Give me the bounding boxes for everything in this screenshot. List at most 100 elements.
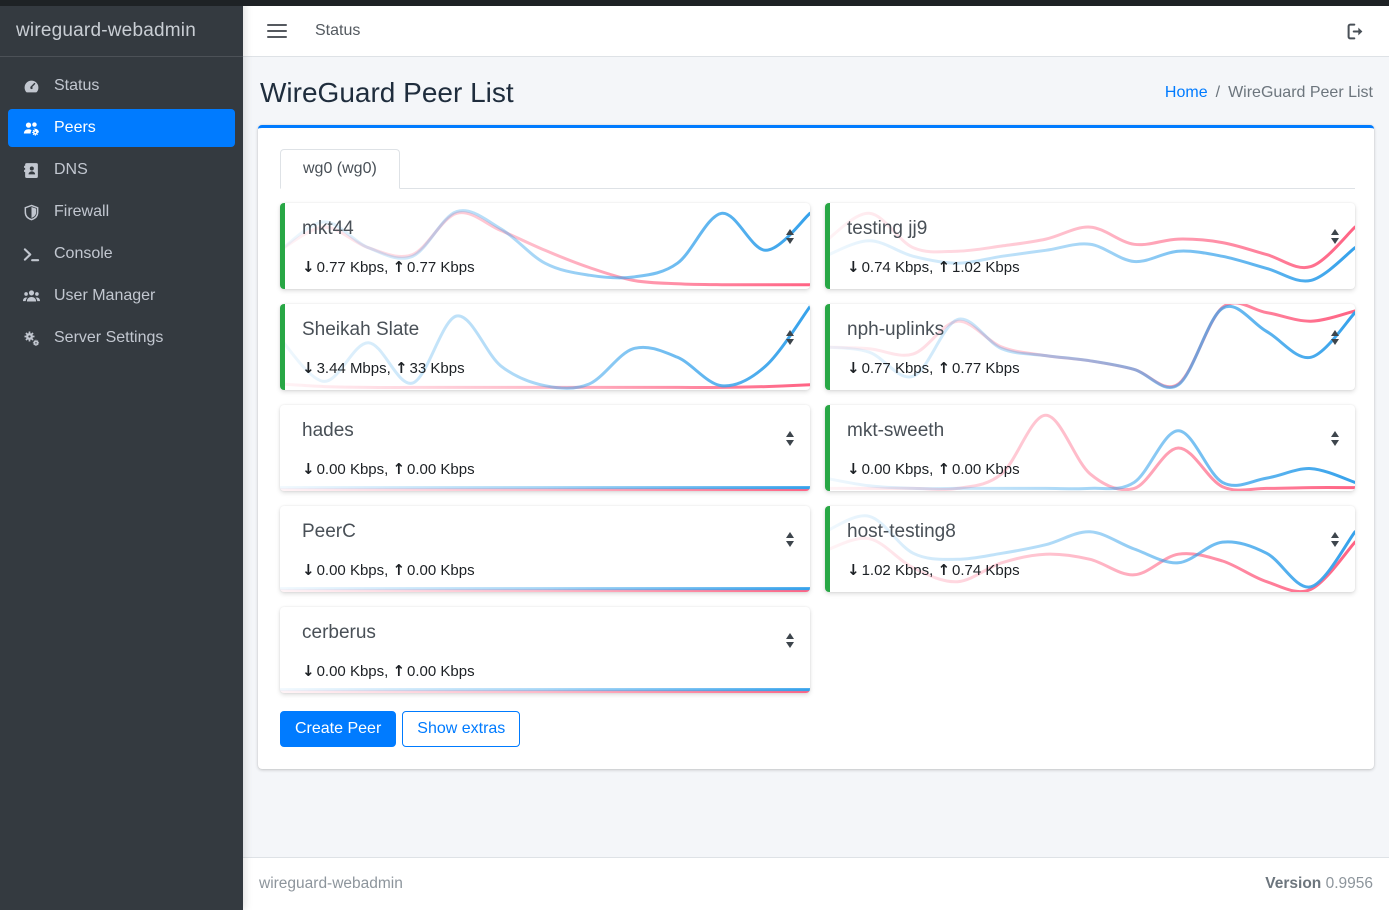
upload-value: 0.77 Kbps <box>952 360 1020 377</box>
sidebar-item-console[interactable]: Console <box>8 235 235 273</box>
peer-card[interactable]: PeerC ↓ 0.00 Kbps, ↑ 0.00 Kbps <box>280 506 810 592</box>
sort-icon[interactable] <box>786 330 794 345</box>
download-value: 0.00 Kbps, <box>861 461 938 478</box>
users-icon <box>18 288 44 305</box>
tab-wg0[interactable]: wg0 (wg0) <box>280 149 400 189</box>
download-value: 3.44 Mbps, <box>316 360 395 377</box>
footer: wireguard-webadmin Version 0.9956 <box>243 857 1389 910</box>
peer-traffic: ↓ 3.44 Mbps, ↑ 33 Kbps <box>302 359 465 377</box>
download-value: 0.74 Kbps, <box>861 259 938 276</box>
peer-card[interactable]: host-testing8 ↓ 1.02 Kbps, ↑ 0.74 Kbps <box>825 506 1355 592</box>
sort-icon[interactable] <box>786 532 794 547</box>
version-value: 0.9956 <box>1325 875 1373 892</box>
sort-icon[interactable] <box>786 431 794 446</box>
peer-name: cerberus <box>302 622 376 643</box>
footer-brand: wireguard-webadmin <box>259 875 403 892</box>
download-arrow-icon: ↓ <box>302 662 315 680</box>
peer-name: mkt44 <box>302 218 354 239</box>
upload-value: 0.00 Kbps <box>407 663 475 680</box>
download-arrow-icon: ↓ <box>302 561 315 579</box>
upload-arrow-icon: ↑ <box>937 460 951 478</box>
sidebar-nav: Status Peers DNS Firewall <box>0 57 243 371</box>
sidebar-item-label: User Manager <box>54 287 156 304</box>
peer-grid: mkt44 ↓ 0.77 Kbps, ↑ 0.77 Kbps Sheikah Slate… <box>280 203 1355 693</box>
peer-traffic-sparkline <box>280 305 810 390</box>
peer-card[interactable]: hades ↓ 0.00 Kbps, ↑ 0.00 Kbps <box>280 405 810 491</box>
peer-traffic: ↓ 0.00 Kbps, ↑ 0.00 Kbps <box>302 460 475 478</box>
upload-value: 1.02 Kbps <box>952 259 1020 276</box>
peer-traffic-sparkline <box>280 209 810 287</box>
peer-name: Sheikah Slate <box>302 319 420 340</box>
peer-traffic-sparkline <box>280 486 810 491</box>
sidebar: wireguard-webadmin Status Peers DNS <box>0 0 243 910</box>
peer-traffic: ↓ 0.00 Kbps, ↑ 0.00 Kbps <box>847 460 1020 478</box>
upload-value: 0.77 Kbps <box>407 259 475 276</box>
show-extras-button[interactable]: Show extras <box>402 711 521 747</box>
version-label: Version <box>1265 875 1322 892</box>
breadcrumb-home-link[interactable]: Home <box>1164 84 1208 101</box>
logout-icon[interactable] <box>1346 22 1365 41</box>
address-book-icon <box>18 162 44 179</box>
download-value: 0.77 Kbps, <box>316 259 393 276</box>
peer-card[interactable]: cerberus ↓ 0.00 Kbps, ↑ 0.00 Kbps <box>280 607 810 693</box>
upload-arrow-icon: ↑ <box>937 561 951 579</box>
upload-arrow-icon: ↑ <box>392 662 406 680</box>
brand-link[interactable]: wireguard-webadmin <box>0 0 243 57</box>
upload-value: 33 Kbps <box>409 360 465 377</box>
sidebar-item-server-settings[interactable]: Server Settings <box>8 319 235 357</box>
download-value: 0.00 Kbps, <box>316 461 393 478</box>
sort-icon[interactable] <box>1331 330 1339 345</box>
peer-name: hades <box>302 420 354 441</box>
navbar-status-link[interactable]: Status <box>315 22 361 39</box>
peer-traffic: ↓ 1.02 Kbps, ↑ 0.74 Kbps <box>847 561 1020 579</box>
download-arrow-icon: ↓ <box>847 359 860 377</box>
upload-value: 0.00 Kbps <box>952 461 1020 478</box>
sidebar-item-peers[interactable]: Peers <box>8 109 235 147</box>
upload-arrow-icon: ↑ <box>392 561 406 579</box>
sidebar-toggle-icon[interactable] <box>267 23 287 39</box>
interface-tabs: wg0 (wg0) <box>280 149 1355 189</box>
sidebar-item-label: Firewall <box>54 203 110 220</box>
sidebar-item-user-manager[interactable]: User Manager <box>8 277 235 315</box>
download-arrow-icon: ↓ <box>847 460 860 478</box>
sort-icon[interactable] <box>786 633 794 648</box>
users-gear-icon <box>18 120 44 137</box>
gears-icon <box>18 330 44 347</box>
peer-card[interactable]: mkt44 ↓ 0.77 Kbps, ↑ 0.77 Kbps <box>280 203 810 289</box>
terminal-icon <box>18 246 44 263</box>
connected-indicator-bar <box>825 304 830 390</box>
sidebar-item-status[interactable]: Status <box>8 67 235 105</box>
peer-name: testing jj9 <box>847 218 928 239</box>
main-area: Status WireGuard Peer List Home / WireGu… <box>243 0 1389 910</box>
peer-traffic: ↓ 0.00 Kbps, ↑ 0.00 Kbps <box>302 662 475 680</box>
peer-column-right: testing jj9 ↓ 0.74 Kbps, ↑ 1.02 Kbps nph-upl… <box>825 203 1355 693</box>
sidebar-item-label: Status <box>54 77 100 94</box>
sort-icon[interactable] <box>1331 431 1339 446</box>
peer-card[interactable]: Sheikah Slate ↓ 3.44 Mbps, ↑ 33 Kbps <box>280 304 810 390</box>
download-arrow-icon: ↓ <box>302 359 315 377</box>
upload-arrow-icon: ↑ <box>392 258 406 276</box>
breadcrumb-separator: / <box>1215 84 1221 101</box>
sort-icon[interactable] <box>786 229 794 244</box>
upload-value: 0.00 Kbps <box>407 562 475 579</box>
peer-name: mkt-sweeth <box>847 420 945 441</box>
sort-icon[interactable] <box>1331 532 1339 547</box>
download-value: 0.00 Kbps, <box>316 562 393 579</box>
sidebar-item-label: Peers <box>54 119 96 136</box>
peer-column-left: mkt44 ↓ 0.77 Kbps, ↑ 0.77 Kbps Sheikah Slate… <box>280 203 810 693</box>
sidebar-item-label: Server Settings <box>54 329 164 346</box>
sidebar-item-firewall[interactable]: Firewall <box>8 193 235 231</box>
content-wrapper: WireGuard Peer List Home / WireGuard Pee… <box>243 57 1389 857</box>
peer-card[interactable]: nph-uplinks ↓ 0.77 Kbps, ↑ 0.77 Kbps <box>825 304 1355 390</box>
page-title: WireGuard Peer List <box>260 77 514 108</box>
sidebar-item-dns[interactable]: DNS <box>8 151 235 189</box>
connected-indicator-bar <box>825 203 830 289</box>
peer-card[interactable]: mkt-sweeth ↓ 0.00 Kbps, ↑ 0.00 Kbps <box>825 405 1355 491</box>
peer-traffic: ↓ 0.77 Kbps, ↑ 0.77 Kbps <box>847 359 1020 377</box>
peer-card[interactable]: testing jj9 ↓ 0.74 Kbps, ↑ 1.02 Kbps <box>825 203 1355 289</box>
connected-indicator-bar <box>825 506 830 592</box>
sort-icon[interactable] <box>1331 229 1339 244</box>
create-peer-button[interactable]: Create Peer <box>280 711 397 747</box>
upload-arrow-icon: ↑ <box>394 359 408 377</box>
